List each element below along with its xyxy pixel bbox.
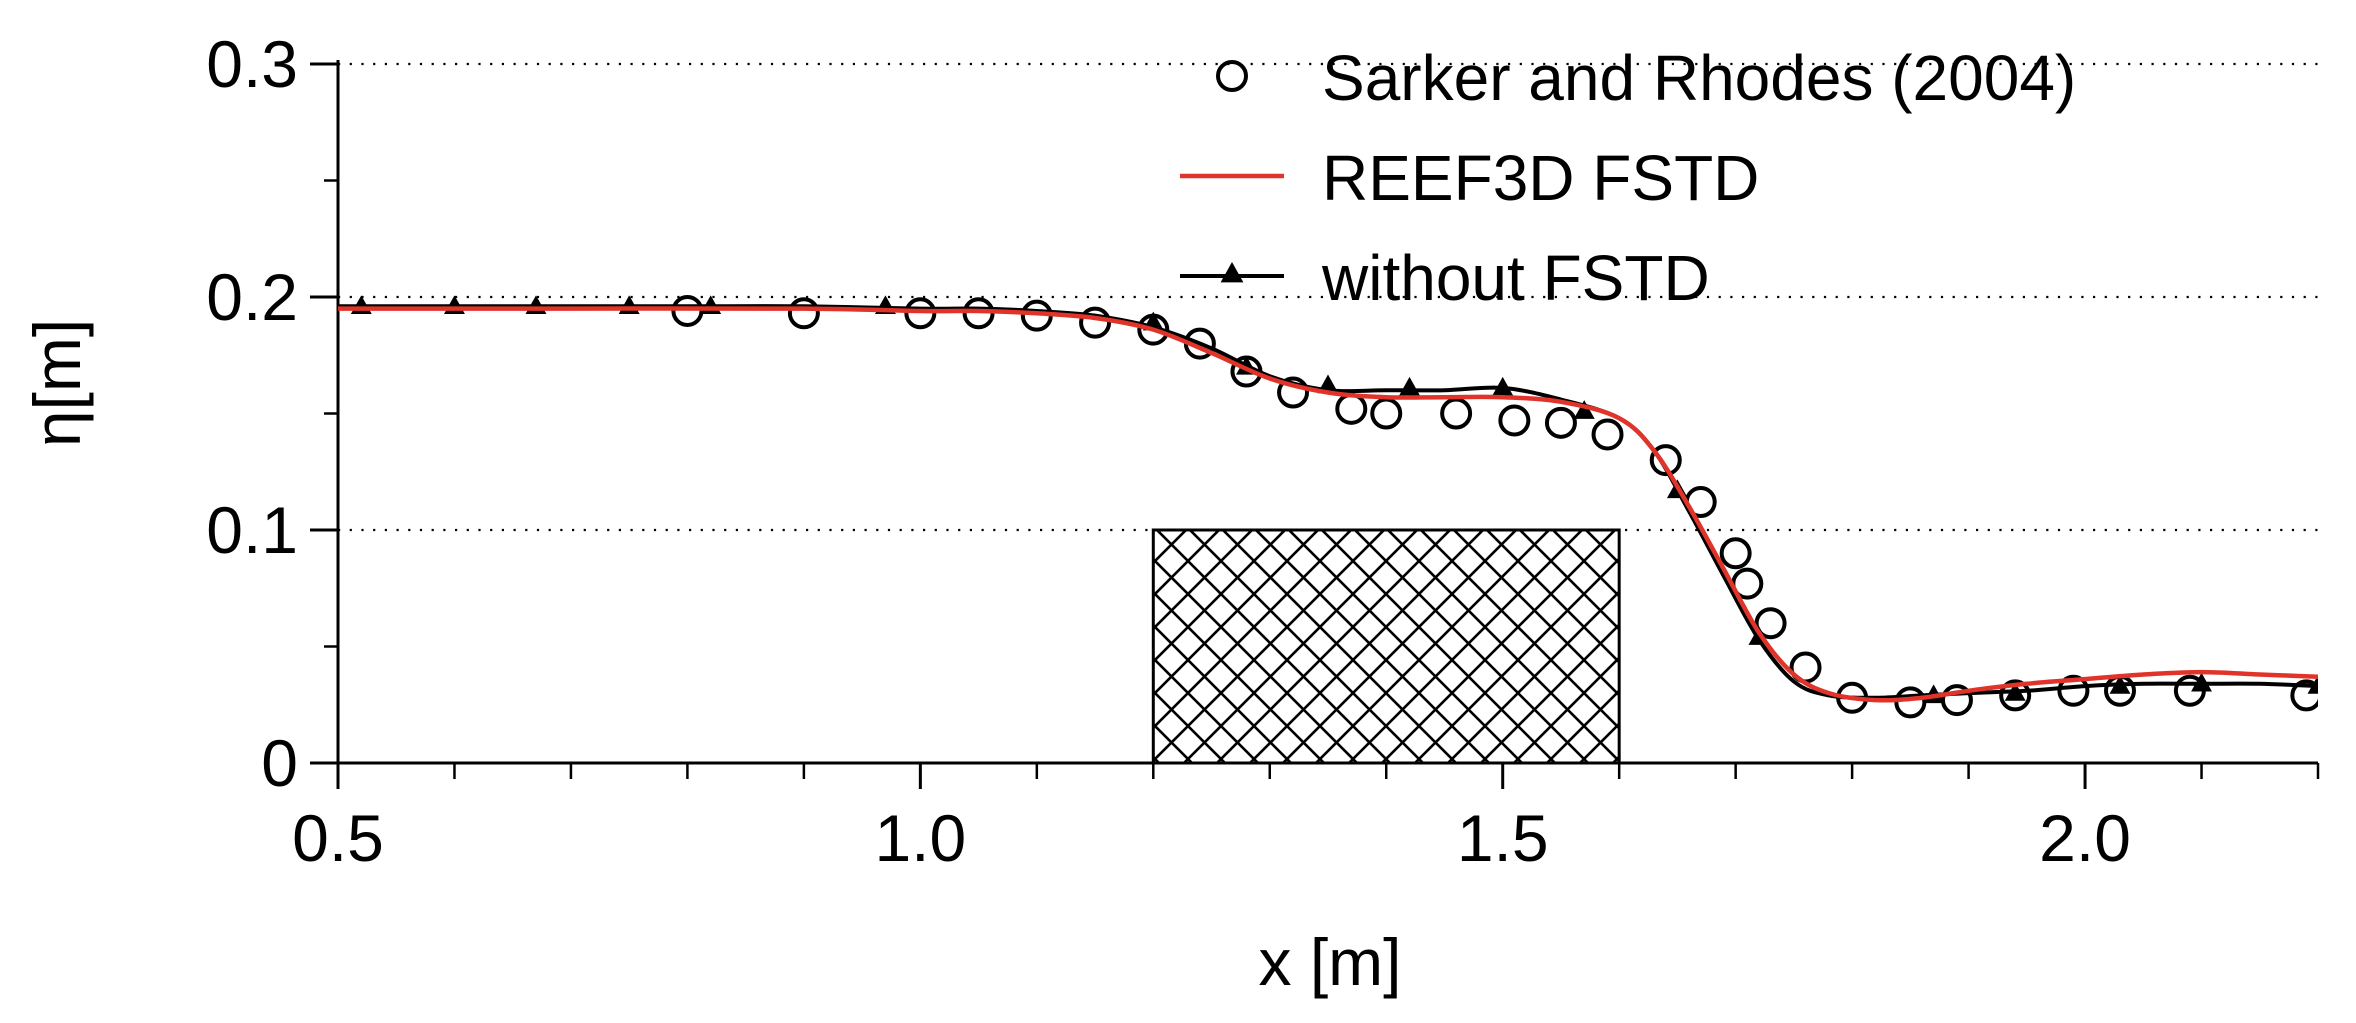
- y-tick-label: 0.1: [206, 493, 298, 567]
- observation-circle-marker: [1498, 404, 1531, 437]
- x-tick-label: 1.0: [874, 801, 966, 875]
- observation-circle-marker: [1591, 418, 1624, 451]
- observation-circle-marker: [2057, 674, 2090, 707]
- x-axis-title: x [m]: [1259, 925, 1402, 999]
- observation-circle-marker: [2290, 679, 2318, 712]
- obstacle-hatch: [1153, 530, 1620, 763]
- observation-circle-marker: [1137, 313, 1170, 346]
- without-fstd-triangle-marker: [1573, 400, 1595, 419]
- legend-without-fstd-label: without FSTD: [1321, 242, 1710, 314]
- series-reef3d-fstd-line: [338, 306, 2318, 703]
- legend-observation-label: Sarker and Rhodes (2004): [1322, 42, 2076, 114]
- without-fstd-triangle-marker: [1492, 376, 1514, 396]
- legend: Sarker and Rhodes (2004) REEF3D FSTD witho…: [1180, 42, 2076, 314]
- y-axis-title: η[m]: [20, 319, 94, 447]
- obstacle-hatched-box: [1151, 528, 1621, 765]
- without-fstd-triangle-marker: [2307, 675, 2318, 694]
- without-fstd-triangle-marker: [1142, 311, 1164, 331]
- legend-circle-icon: [1216, 60, 1248, 92]
- observation-circle-marker: [1649, 444, 1682, 477]
- observation-circle-marker: [1544, 406, 1577, 439]
- without-fstd-triangle-marker: [2109, 675, 2131, 694]
- observation-circle-marker: [1277, 376, 1310, 409]
- observation-circle-marker: [787, 297, 820, 330]
- axis-ticks: [310, 62, 2320, 789]
- observation-circle-marker: [1999, 679, 2032, 712]
- observation-circle-marker: [1335, 392, 1368, 425]
- observation-circle-marker: [1370, 397, 1403, 430]
- y-tick-label: 0: [261, 726, 298, 800]
- y-tick-label: 0.3: [206, 27, 298, 101]
- tick-labels: 0 0.1 0.2 0.3 0.5 1.0 1.5 2.0: [206, 27, 2131, 875]
- observation-circle-marker: [1754, 607, 1787, 640]
- observation-circle-marker: [1079, 306, 1112, 339]
- observation-circle-marker: [2173, 674, 2206, 707]
- x-tick-label: 0.5: [292, 801, 384, 875]
- y-tick-label: 0.2: [206, 260, 298, 334]
- observation-circle-marker: [1894, 686, 1927, 719]
- x-tick-label: 1.5: [1457, 801, 1549, 875]
- legend-triangle-icon: [1220, 262, 1244, 283]
- without-fstd-triangle-marker: [2004, 682, 2026, 701]
- grid-lines: [338, 62, 2318, 532]
- observation-circle-marker: [671, 294, 704, 327]
- without-fstd-triangle-marker: [1317, 374, 1339, 394]
- observation-circle-marker: [1440, 397, 1473, 430]
- observation-circle-marker: [1230, 355, 1263, 388]
- observation-circle-marker: [1940, 684, 1973, 717]
- legend-reef3d-label: REEF3D FSTD: [1322, 142, 1759, 214]
- series-layer: [338, 294, 2318, 719]
- x-tick-label: 2.0: [2039, 801, 2131, 875]
- without-fstd-triangle-marker: [1399, 376, 1420, 396]
- observation-circle-marker: [1719, 537, 1752, 570]
